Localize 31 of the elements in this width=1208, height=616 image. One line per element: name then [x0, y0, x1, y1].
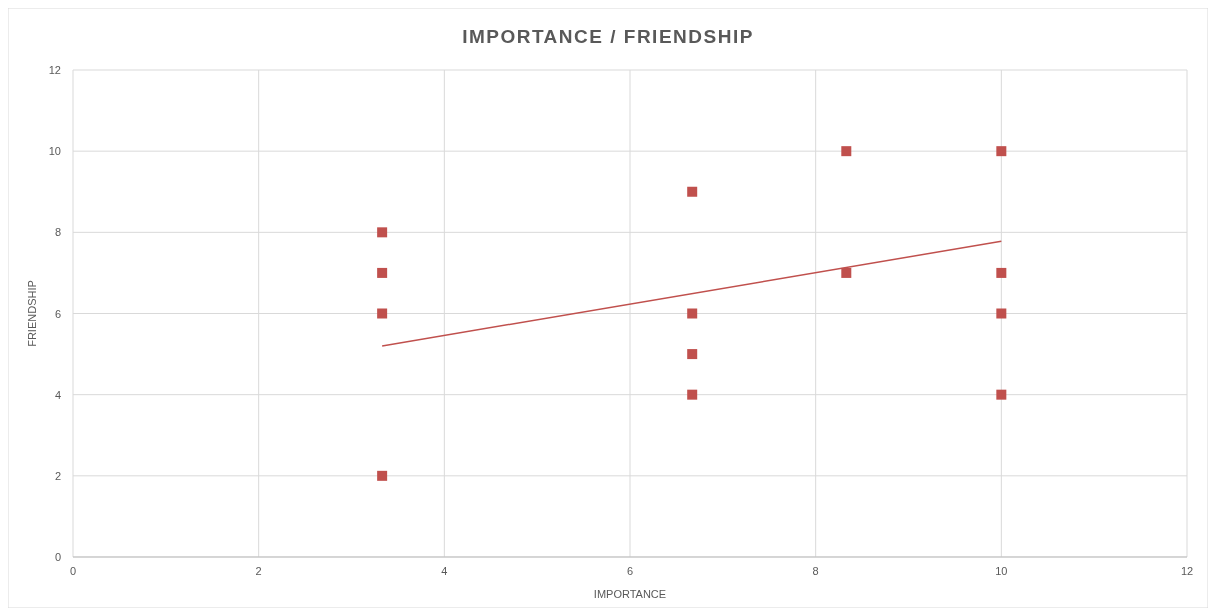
point [996, 308, 1007, 319]
point [687, 308, 698, 319]
chart-title: IMPORTANCE / FRIENDSHIP [462, 26, 754, 47]
y-tick-label: 6 [54, 307, 61, 320]
x-tick-label: 4 [441, 565, 448, 577]
x-tick-label: 8 [812, 565, 819, 577]
point [377, 267, 388, 278]
point [687, 186, 698, 197]
point [841, 146, 852, 157]
y-tick-label: 4 [54, 388, 61, 401]
point [687, 349, 698, 360]
x-tick-label: 2 [255, 565, 262, 577]
y-tick-label: 10 [48, 145, 61, 158]
x-tick-label: 12 [1180, 565, 1194, 577]
point [377, 227, 388, 238]
point [996, 389, 1007, 400]
point [996, 267, 1007, 278]
point [841, 267, 852, 278]
y-tick-label: 0 [54, 551, 61, 563]
point [687, 389, 698, 400]
point [377, 470, 388, 481]
x-tick-label: 0 [69, 565, 77, 577]
x-tick-label: 10 [995, 565, 1008, 577]
y-tick-label: 12 [48, 64, 61, 76]
x-tick-label: 6 [626, 565, 634, 577]
y-tick-label: 8 [54, 226, 61, 239]
y-tick-label: 2 [54, 469, 61, 482]
y-axis-title: FRIENDSHIP [26, 280, 38, 347]
x-axis-title: IMPORTANCE [593, 588, 667, 600]
point [377, 308, 388, 319]
point [996, 146, 1007, 157]
